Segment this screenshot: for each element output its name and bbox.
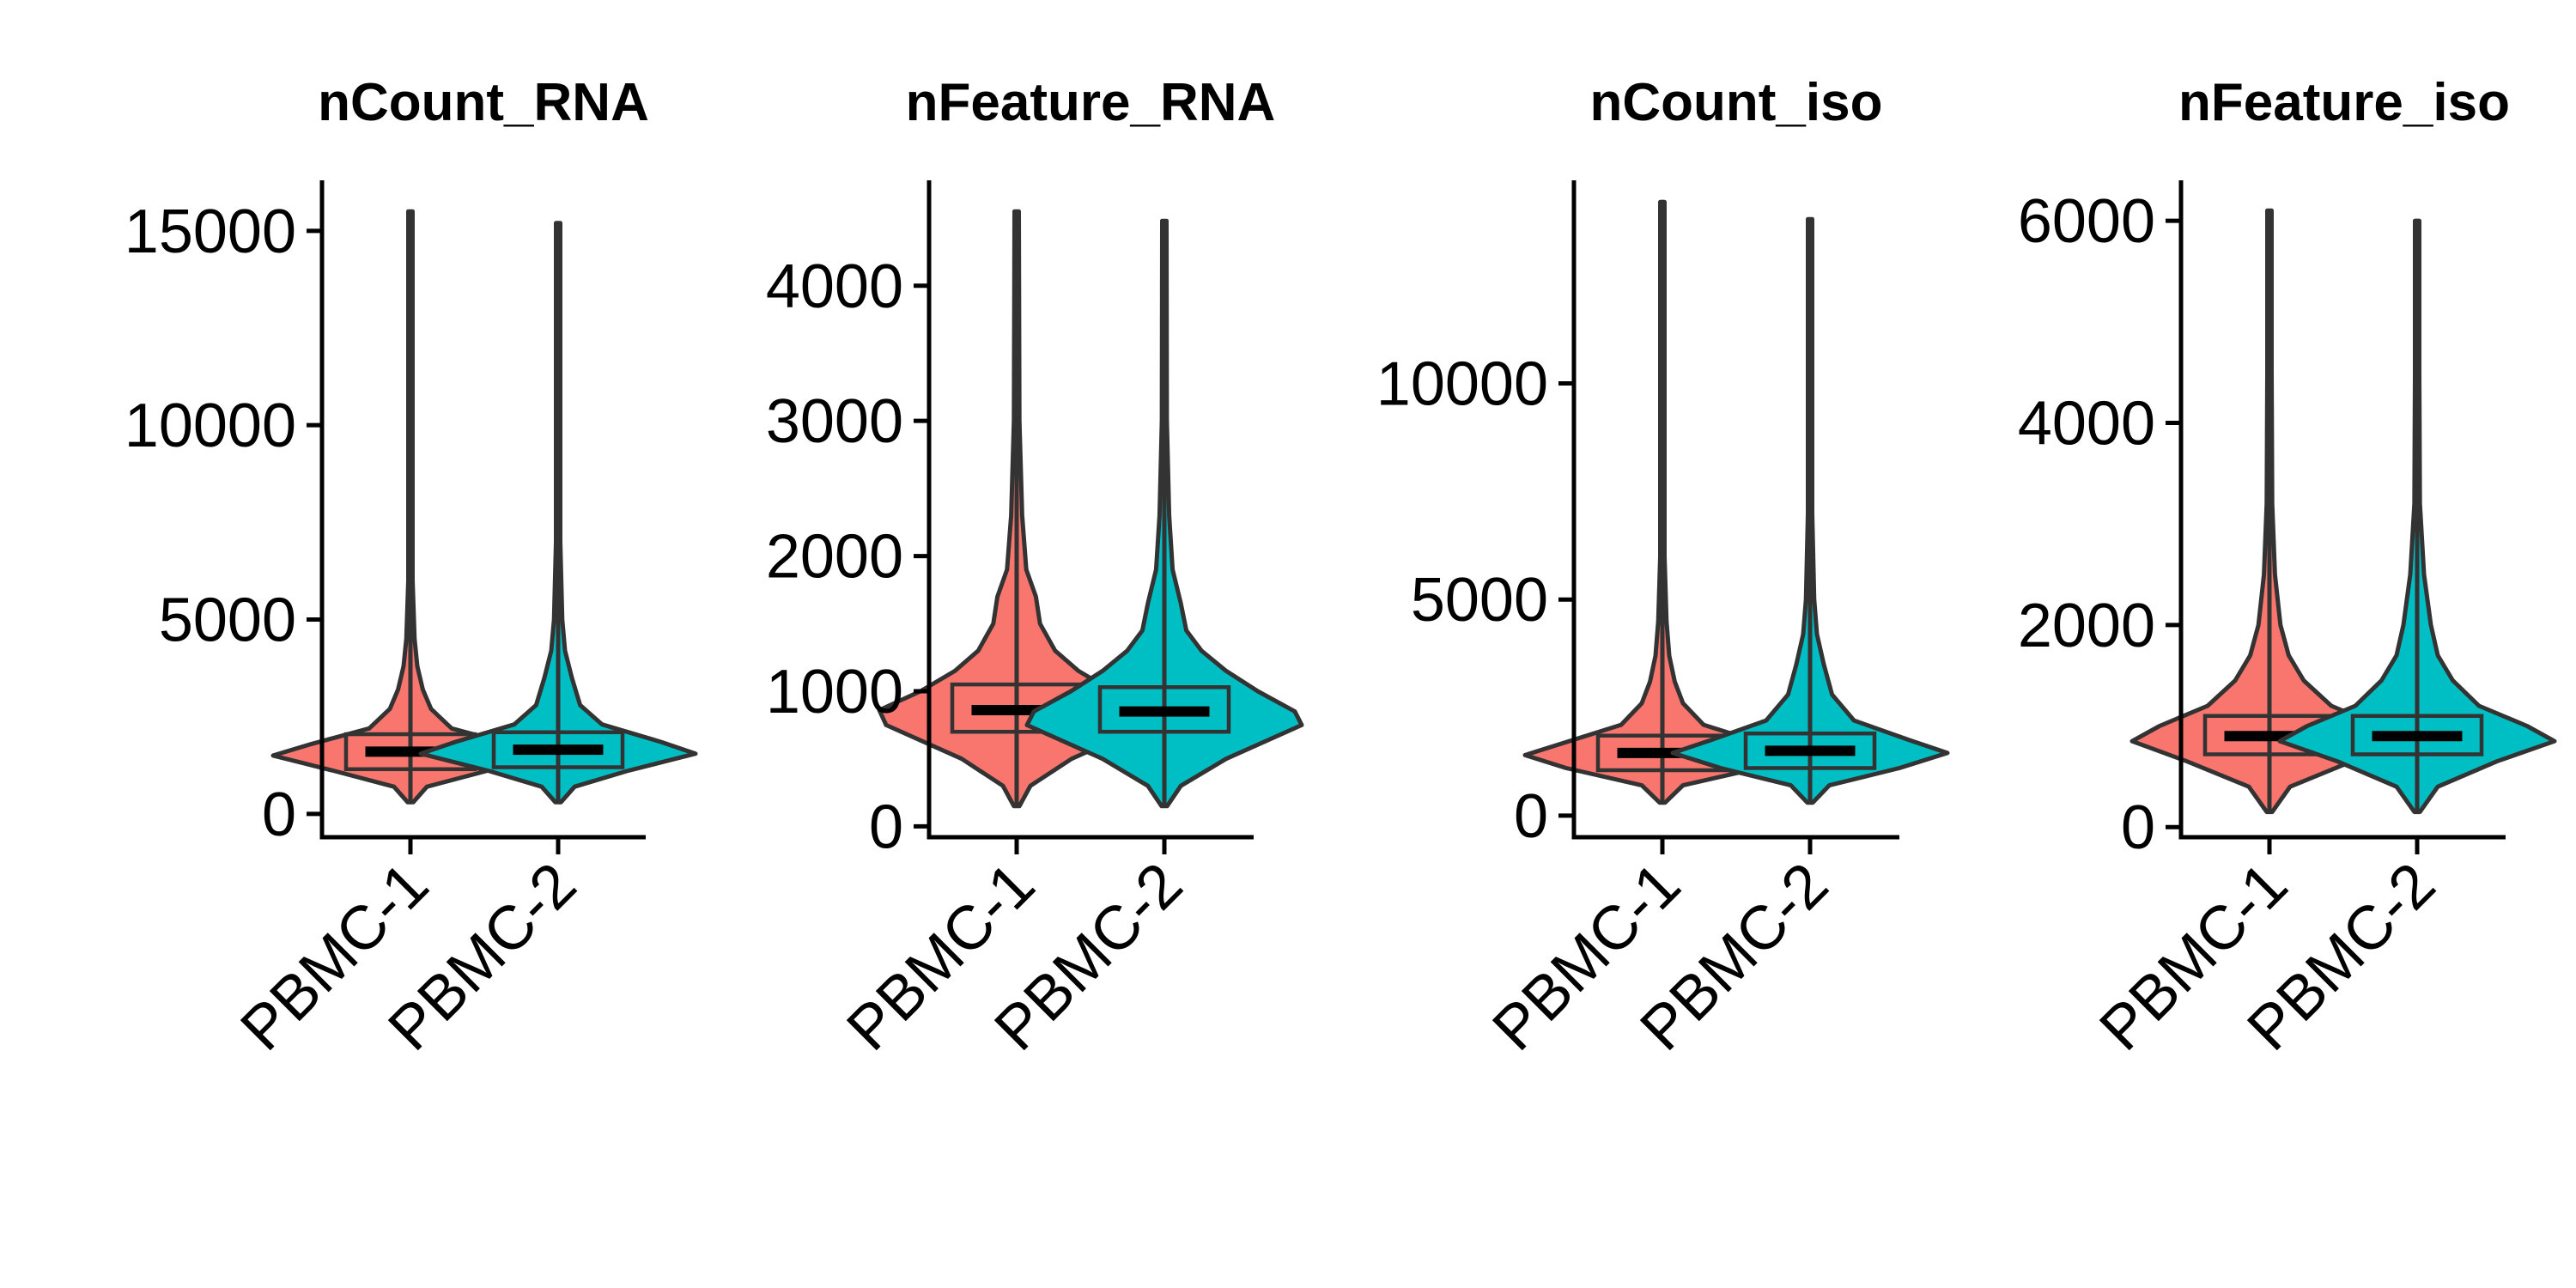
y-tick-label: 10000 [1376,350,1548,419]
y-tick-label: 4000 [2018,389,2155,458]
panel-title: nCount_RNA [318,73,649,132]
y-tick-label: 0 [2121,793,2155,862]
y-tick-label: 15000 [125,197,296,266]
y-tick-label: 10000 [125,392,296,460]
panel-title: nFeature_RNA [906,73,1276,132]
y-tick-label: 0 [869,793,903,861]
violins [270,209,698,805]
iqr-box [491,730,625,769]
y-tick-label: 1000 [766,658,903,726]
y-tick-label: 2000 [2018,592,2155,660]
iqr-box [2350,714,2484,756]
y-tick-label: 0 [1514,782,1548,851]
y-tick-label: 4000 [766,252,903,321]
iqr-box [1097,685,1231,734]
y-tick-label: 5000 [159,586,296,655]
y-tick-label: 0 [262,781,296,849]
violins [2129,208,2557,815]
panel-title: nFeature_iso [2178,73,2510,132]
panel-title: nCount_iso [1590,73,1883,132]
y-tick-label: 3000 [766,387,903,456]
violins [1522,199,1950,805]
y-tick-label: 5000 [1411,566,1548,635]
iqr-box [1743,731,1877,770]
y-tick-label: 2000 [766,523,903,592]
violins [877,209,1304,809]
panel-nfeature-rna: nFeature_RNA 01000200030004000PBMC-1PBMC… [766,73,1304,1064]
y-tick-label: 6000 [2018,187,2155,256]
